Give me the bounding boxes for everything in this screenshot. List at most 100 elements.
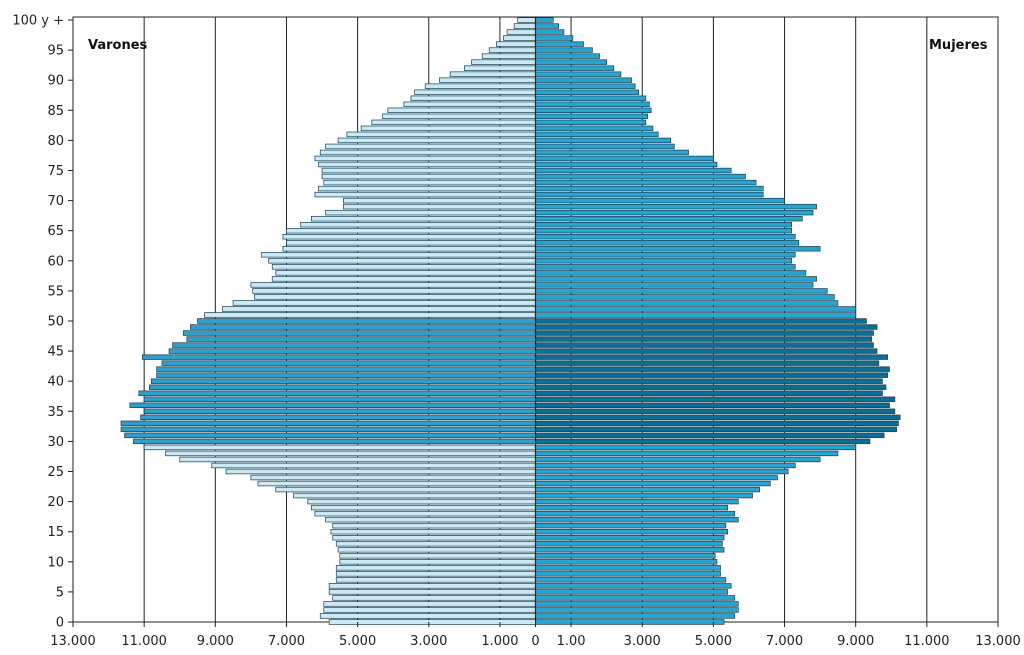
- bar-mujeres-age-55: [536, 289, 828, 294]
- bar-mujeres-age-5: [536, 590, 728, 595]
- y-tick-label: 40: [47, 375, 64, 390]
- bar-mujeres-age-34: [536, 415, 901, 420]
- bar-varones-age-32: [121, 427, 535, 432]
- bar-varones-age-74: [322, 174, 535, 179]
- bar-varones-age-82: [361, 126, 535, 131]
- bar-varones-age-69: [343, 204, 535, 209]
- bar-varones-age-72: [318, 186, 535, 191]
- bar-varones-age-46: [173, 343, 536, 348]
- bar-mujeres-age-66: [536, 222, 792, 227]
- bar-mujeres-age-69: [536, 204, 817, 209]
- bar-varones-age-5: [329, 590, 535, 595]
- bar-mujeres-age-74: [536, 174, 746, 179]
- bar-mujeres-age-25: [536, 469, 789, 474]
- bar-mujeres-age-80: [536, 138, 671, 143]
- x-tick-label: 0: [531, 634, 539, 649]
- bar-varones-age-99: [514, 24, 535, 29]
- bar-mujeres-age-31: [536, 433, 885, 438]
- bar-varones-age-57: [272, 277, 535, 282]
- bar-varones-age-61: [262, 252, 536, 257]
- bar-varones-age-26: [212, 463, 536, 468]
- bar-varones-age-87: [411, 96, 536, 101]
- bar-mujeres-age-79: [536, 144, 675, 149]
- bar-varones-age-73: [324, 180, 536, 185]
- bar-mujeres-age-84: [536, 114, 648, 119]
- bar-mujeres-age-83: [536, 120, 646, 125]
- bar-mujeres-age-63: [536, 240, 799, 245]
- bar-mujeres-age-46: [536, 343, 874, 348]
- bar-mujeres-age-48: [536, 331, 874, 336]
- bar-varones-age-6: [329, 584, 535, 589]
- y-tick-label: 30: [47, 435, 64, 450]
- bar-mujeres-age-86: [536, 102, 650, 107]
- bar-mujeres-age-85: [536, 108, 652, 113]
- bar-mujeres-age-49: [536, 325, 878, 330]
- bar-mujeres-age-28: [536, 451, 838, 456]
- y-tick-label: 55: [47, 284, 64, 299]
- bar-mujeres-age-3: [536, 602, 739, 607]
- bar-varones-age-34: [141, 415, 536, 420]
- y-tick-label: 35: [47, 405, 64, 420]
- bar-varones-age-100-y-+: [518, 18, 536, 23]
- x-tick-label: 9.000: [837, 634, 874, 649]
- y-tick-label: 95: [47, 44, 64, 59]
- bar-mujeres-age-11: [536, 553, 716, 558]
- bar-mujeres-age-27: [536, 457, 821, 462]
- bar-varones-age-43: [162, 361, 536, 366]
- bar-varones-age-59: [272, 264, 535, 269]
- bar-varones-age-7: [336, 578, 535, 583]
- x-tick-label: 5.000: [339, 634, 376, 649]
- bar-varones-age-27: [180, 457, 536, 462]
- x-tick-label: 13.000: [975, 634, 1021, 649]
- bar-varones-age-55: [253, 289, 536, 294]
- bar-varones-age-79: [326, 144, 536, 149]
- bar-mujeres-age-47: [536, 337, 872, 342]
- bar-mujeres-age-77: [536, 156, 714, 161]
- y-tick-label: 25: [47, 465, 64, 480]
- bar-mujeres-age-12: [536, 547, 725, 552]
- bar-varones-age-35: [144, 409, 535, 414]
- bar-varones-age-54: [254, 295, 535, 300]
- bar-varones-age-96: [496, 42, 535, 47]
- bar-varones-age-49: [190, 325, 535, 330]
- bar-mujeres-age-39: [536, 385, 886, 390]
- bar-varones-age-16: [333, 523, 536, 528]
- bar-mujeres-age-53: [536, 301, 838, 306]
- bar-mujeres-age-22: [536, 487, 760, 492]
- bar-mujeres-age-61: [536, 252, 796, 257]
- y-tick-label: 70: [47, 194, 64, 209]
- bar-varones-age-93: [471, 60, 535, 65]
- bar-varones-age-33: [121, 421, 535, 426]
- bar-mujeres-age-26: [536, 463, 796, 468]
- x-tick-label: 13.000: [50, 634, 96, 649]
- y-tick-label: 0: [56, 616, 64, 631]
- bar-mujeres-age-6: [536, 584, 732, 589]
- bar-mujeres-age-14: [536, 535, 725, 540]
- bar-mujeres-age-44: [536, 355, 888, 360]
- bar-varones-age-86: [404, 102, 536, 107]
- bar-varones-age-39: [149, 385, 535, 390]
- bar-varones-age-53: [233, 301, 535, 306]
- bar-varones-age-78: [320, 150, 535, 155]
- bar-varones-age-80: [338, 138, 535, 143]
- x-tick-label: 11.000: [121, 634, 167, 649]
- bar-varones-age-10: [340, 559, 536, 564]
- bar-mujeres-age-59: [536, 264, 796, 269]
- bar-varones-age-84: [383, 114, 536, 119]
- bar-mujeres-age-18: [536, 511, 735, 516]
- bars: [121, 18, 900, 625]
- bar-varones-age-2: [324, 608, 536, 613]
- bar-varones-age-38: [139, 391, 536, 396]
- bar-varones-age-70: [343, 198, 535, 203]
- bar-varones-age-45: [169, 349, 535, 354]
- bar-mujeres-age-4: [536, 596, 735, 601]
- bar-mujeres-age-33: [536, 421, 899, 426]
- bar-varones-age-51: [205, 313, 536, 318]
- bar-mujeres-age-94: [536, 54, 600, 59]
- y-tick-label: 85: [47, 104, 64, 119]
- bar-varones-age-56: [251, 283, 536, 288]
- y-tick-label: 20: [47, 495, 64, 510]
- bar-varones-age-41: [157, 373, 536, 378]
- bar-varones-age-28: [166, 451, 536, 456]
